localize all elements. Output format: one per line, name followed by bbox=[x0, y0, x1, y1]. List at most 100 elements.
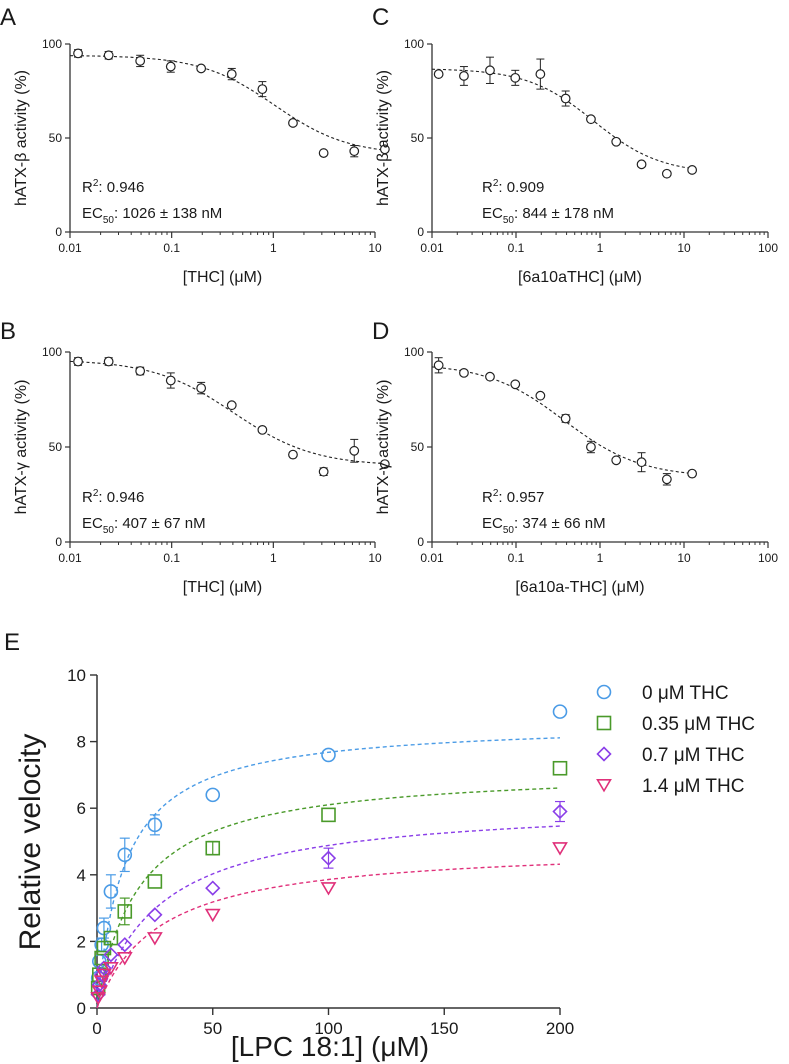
x-tick-label: 10 bbox=[368, 551, 382, 565]
data-point bbox=[321, 807, 336, 823]
x-tick-label: 0.1 bbox=[163, 551, 180, 565]
x-tick-label: 10 bbox=[368, 241, 382, 255]
data-point bbox=[205, 840, 221, 856]
data-point bbox=[147, 907, 163, 923]
data-point bbox=[485, 65, 495, 76]
panel-letter: D bbox=[372, 318, 389, 345]
ec50-annotation: EC50: 407 ± 67 nM bbox=[82, 515, 206, 536]
x-tick-label: 0.1 bbox=[508, 551, 525, 565]
y-tick-label: 0 bbox=[417, 225, 424, 239]
data-point bbox=[687, 165, 698, 175]
y-tick-label: 10 bbox=[67, 666, 86, 685]
r2-annotation: R2: 0.946 bbox=[82, 488, 144, 506]
x-axis-title: [6a10aTHC] (μM) bbox=[518, 269, 642, 286]
y-tick-label: 50 bbox=[411, 440, 425, 454]
panel-letter: E bbox=[4, 629, 20, 656]
data-point bbox=[636, 159, 647, 170]
data-point bbox=[226, 400, 237, 411]
data-point bbox=[636, 457, 647, 468]
y-tick-label: 50 bbox=[49, 440, 63, 454]
data-point bbox=[687, 468, 698, 479]
data-point bbox=[611, 455, 622, 466]
data-point bbox=[205, 880, 221, 896]
data-point bbox=[96, 960, 112, 976]
data-point bbox=[147, 874, 163, 889]
data-point bbox=[135, 366, 146, 376]
series-3 bbox=[90, 842, 568, 1009]
data-point bbox=[535, 69, 546, 79]
y-tick-label: 0 bbox=[417, 535, 424, 549]
x-tick-label: 50 bbox=[203, 1019, 222, 1038]
data-point bbox=[257, 425, 268, 435]
data-point bbox=[320, 882, 337, 896]
data-point bbox=[103, 930, 119, 946]
data-point bbox=[611, 136, 622, 147]
data-point bbox=[135, 56, 146, 66]
data-point bbox=[459, 368, 469, 378]
x-axis-title: [THC] (μM) bbox=[183, 579, 262, 596]
data-point bbox=[349, 146, 360, 157]
legend-label: 0.35 μM THC bbox=[642, 714, 755, 735]
x-tick-label: 0 bbox=[92, 1019, 101, 1038]
data-point bbox=[91, 985, 108, 999]
legend: 0 μM THC 0.35 μM THC 0.7 μM THC 1.4 μM THC bbox=[596, 683, 755, 797]
y-tick-label: 0 bbox=[77, 999, 86, 1018]
series-0 bbox=[90, 704, 568, 1009]
data-point bbox=[196, 63, 207, 74]
x-tick-label: 0.01 bbox=[58, 241, 82, 255]
fit-curve bbox=[69, 360, 387, 465]
data-point bbox=[103, 356, 114, 367]
x-tick-label: 1 bbox=[270, 241, 277, 255]
y-axis-title: Relative velocity bbox=[14, 734, 47, 951]
ec50-annotation: EC50: 374 ± 66 nM bbox=[482, 515, 606, 536]
data-point bbox=[552, 704, 568, 719]
panel-a: A 0 50 100 0.01 0.1 1 10 [THC] (μM) hATX-β activi… bbox=[0, 4, 390, 286]
data-point bbox=[102, 962, 119, 976]
data-point bbox=[349, 445, 360, 456]
data-point bbox=[116, 952, 133, 966]
data-point bbox=[433, 360, 444, 371]
x-tick-label: 100 bbox=[758, 551, 778, 565]
legend-marker bbox=[596, 746, 612, 762]
legend-label: 0.7 μM THC bbox=[642, 745, 744, 766]
x-axis-title: [LPC 18:1] (μM) bbox=[231, 1031, 429, 1062]
x-tick-label: 200 bbox=[546, 1019, 574, 1038]
fit-curve bbox=[431, 68, 694, 170]
data-point bbox=[661, 474, 672, 485]
legend-marker bbox=[596, 684, 612, 700]
y-tick-label: 6 bbox=[77, 799, 86, 818]
data-point bbox=[117, 937, 133, 953]
data-point bbox=[510, 72, 521, 83]
fit-curve bbox=[70, 55, 387, 151]
data-point bbox=[205, 787, 221, 803]
legend-marker bbox=[596, 715, 612, 731]
data-point bbox=[560, 413, 571, 424]
data-point bbox=[117, 847, 133, 863]
data-point bbox=[560, 93, 571, 104]
data-point bbox=[146, 932, 163, 946]
x-tick-label: 0.1 bbox=[163, 241, 180, 255]
data-point bbox=[165, 375, 176, 386]
data-point bbox=[552, 760, 568, 776]
data-point bbox=[257, 84, 268, 95]
y-tick-label: 8 bbox=[77, 733, 86, 752]
y-axis-title: hATX-β activity (%) bbox=[13, 70, 30, 206]
panel-letter: A bbox=[0, 4, 16, 31]
fit-curve bbox=[96, 737, 561, 1009]
x-axis-title: [6a10a-THC] (μM) bbox=[515, 579, 644, 596]
data-point bbox=[379, 144, 390, 155]
data-point bbox=[586, 114, 596, 125]
x-tick-label: 150 bbox=[430, 1019, 458, 1038]
x-tick-label: 1 bbox=[597, 551, 604, 565]
r2-annotation: R2: 0.909 bbox=[482, 178, 544, 196]
data-point bbox=[103, 947, 119, 963]
x-tick-label: 100 bbox=[314, 1019, 342, 1038]
panel-letter: B bbox=[0, 318, 16, 345]
x-tick-label: 0.01 bbox=[420, 241, 444, 255]
data-point bbox=[288, 118, 298, 128]
panel-c: C 0 50 100 0.01 0.1 1 10 100 [6a10aTHC] (μM) hATX-… bbox=[372, 4, 778, 286]
y-axis-title: hATX-β activity (%) bbox=[375, 70, 392, 206]
data-point bbox=[96, 968, 112, 983]
panel-b: B 0 50 100 0.01 0.1 1 10 [THC] (μM) hATX-γ activi… bbox=[0, 318, 390, 596]
y-tick-label: 50 bbox=[49, 131, 63, 145]
